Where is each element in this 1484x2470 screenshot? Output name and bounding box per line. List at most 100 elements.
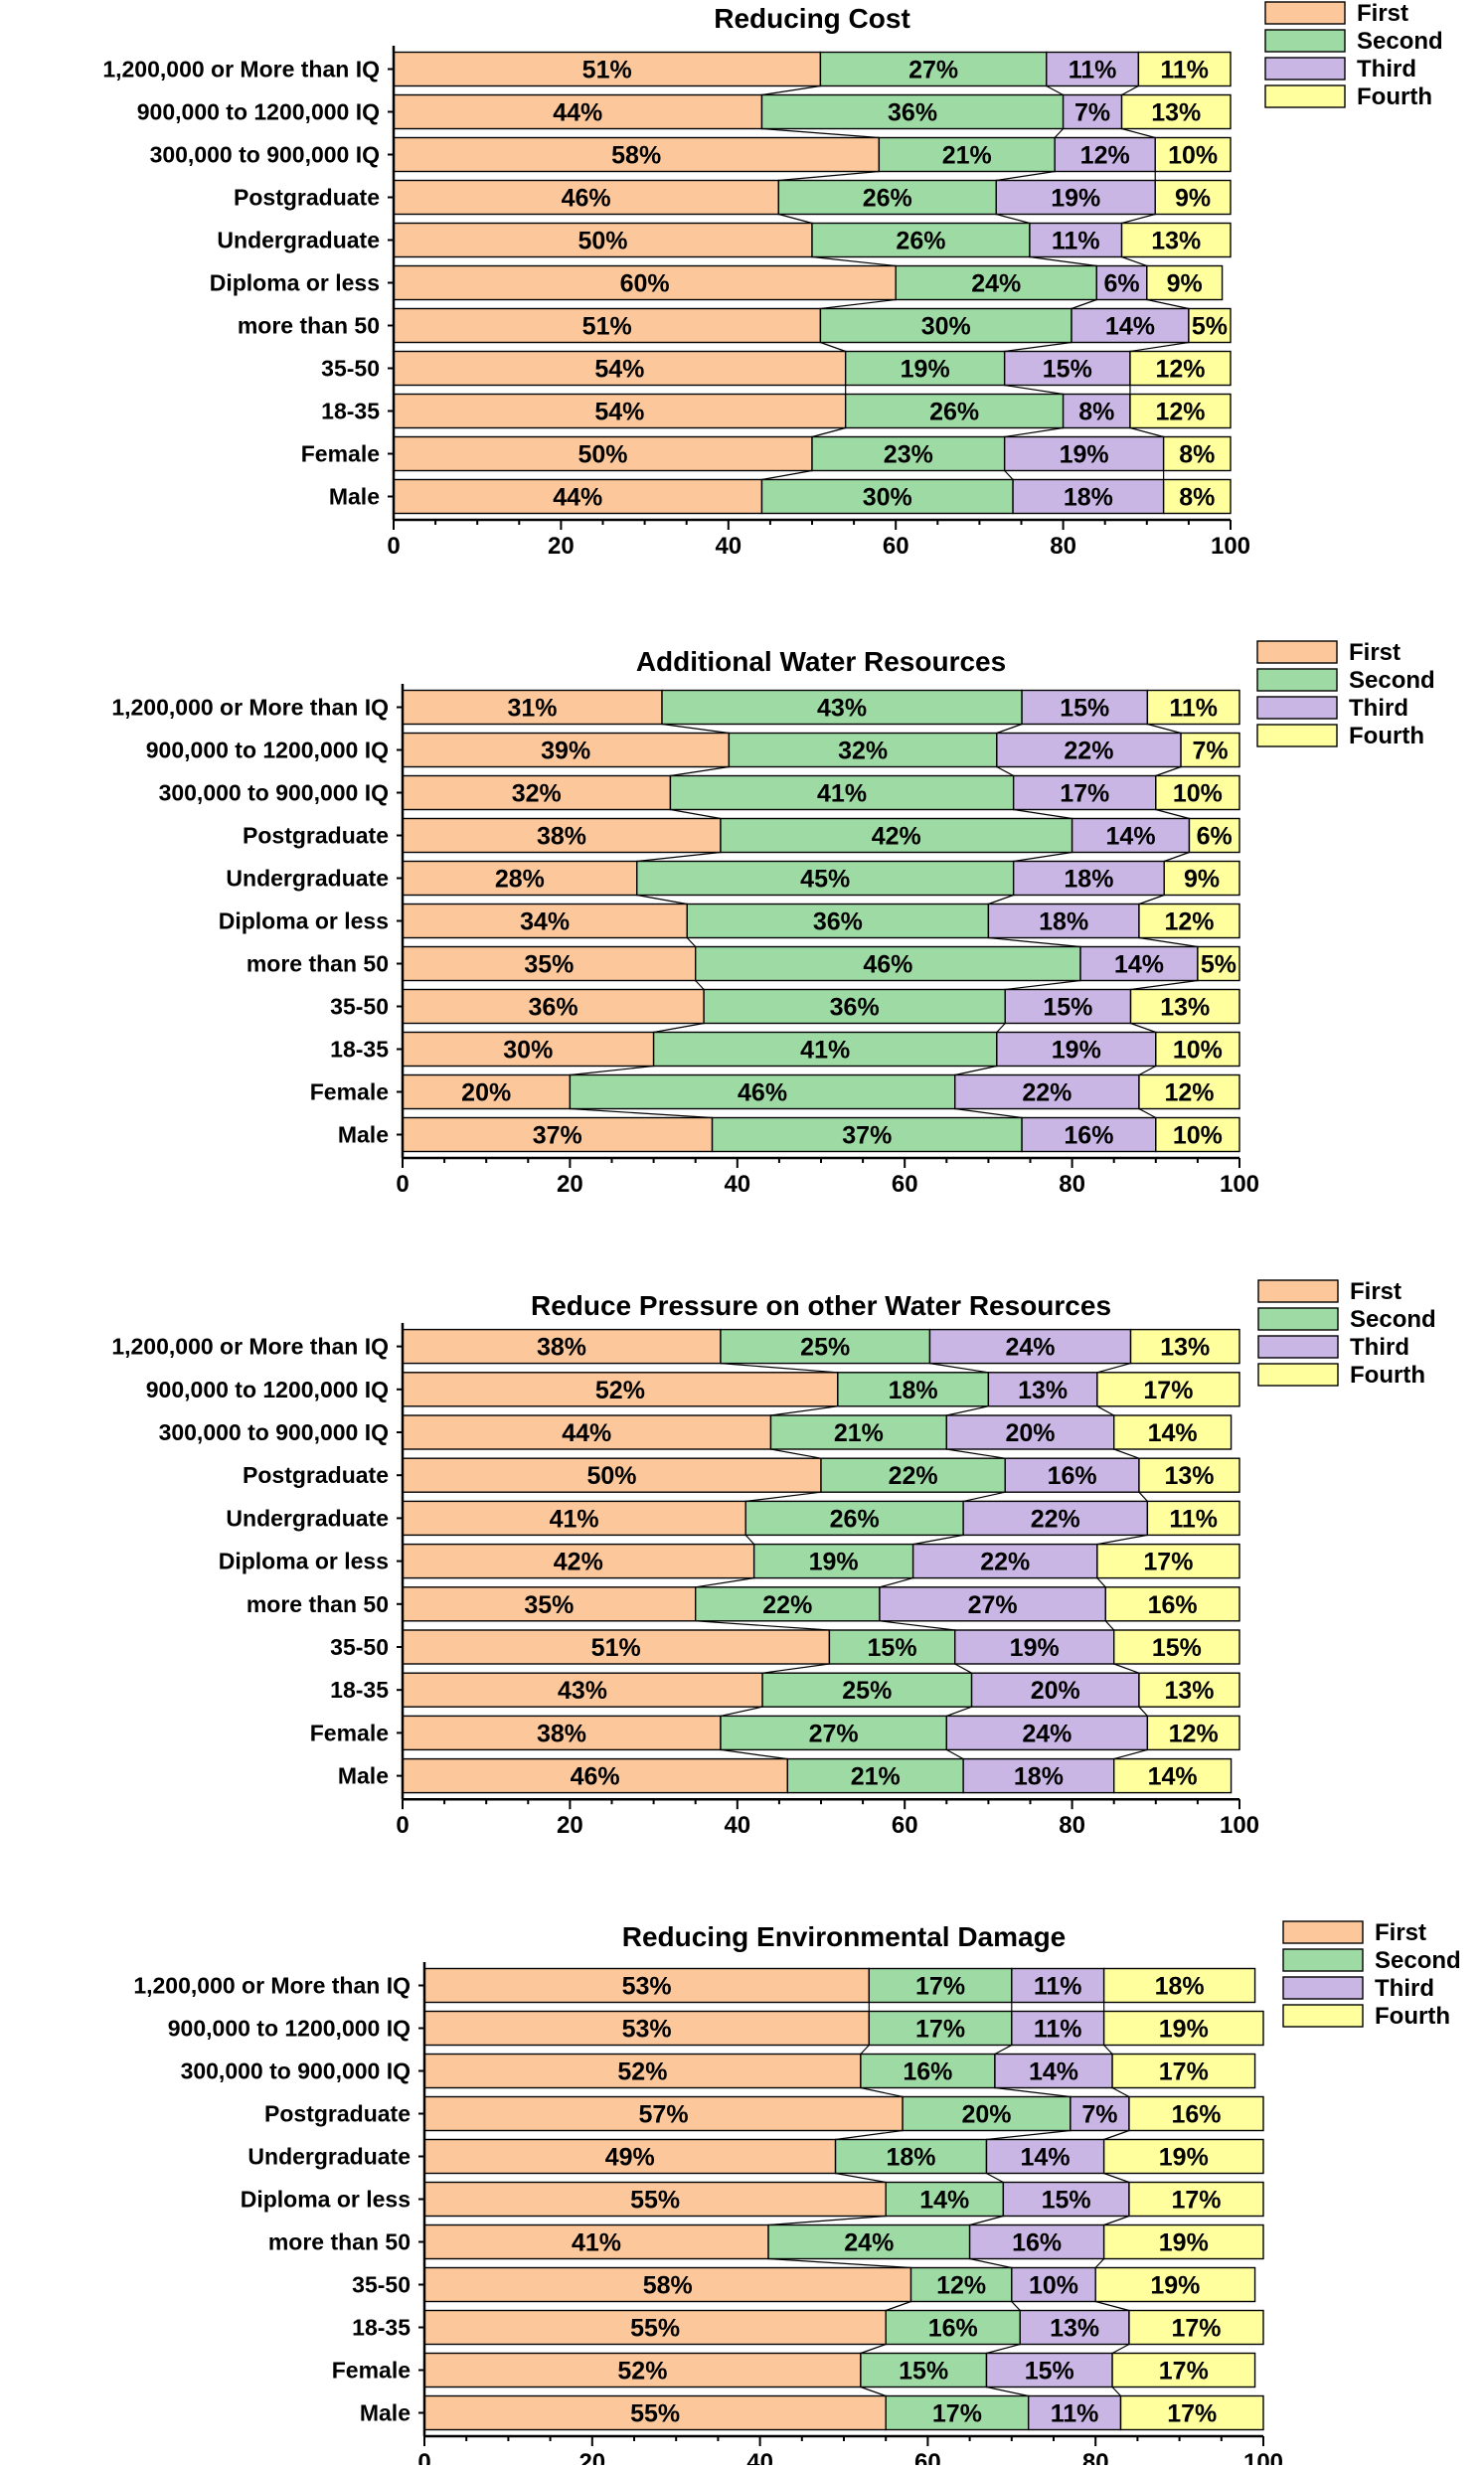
bar-segment-fourth [1138,903,1240,939]
bar-segment-second [834,2138,988,2175]
data-label: 46% [562,185,611,213]
data-label: 18% [886,2144,935,2172]
series-connector [1096,1363,1131,1374]
x-tick-label: 60 [892,1812,918,1839]
bar-segment-fourth [1120,93,1232,130]
data-label: 19% [809,1549,859,1576]
data-label: 11% [1169,695,1218,723]
data-label: 26% [863,185,912,213]
bar-segment-fourth [1146,1500,1240,1537]
data-label: 12% [1169,1720,1219,1747]
bar-segment-third [1079,945,1199,982]
bar-segment-third [1019,2309,1130,2346]
data-label: 11% [1160,57,1209,84]
bar-segment-fourth [1188,307,1232,344]
data-label: 25% [800,1334,850,1362]
series-connector [1113,1748,1148,1760]
bar-segment-first [402,1073,572,1110]
category-label: 35-50 [352,2272,411,2298]
data-label: 28% [495,866,545,894]
data-label: 10% [1029,2272,1078,2300]
series-connector [946,1405,989,1416]
bar-segment-third [996,732,1182,768]
data-label: 38% [537,1720,586,1747]
bar-segment-third [1004,1457,1140,1493]
series-connector [778,213,813,225]
category-label: 1,200,000 or More than IQ [111,695,389,721]
x-tick-label: 80 [1082,2449,1109,2465]
data-label: 14% [1021,2144,1071,2172]
legend-label: Fourth [1357,83,1432,110]
data-label: 24% [1005,1334,1055,1362]
bar-segment-first [402,1629,831,1665]
data-label: 22% [1064,738,1113,765]
bar-segment-second [661,689,1023,726]
bar-segment-third [1002,2181,1130,2218]
bar-segment-third [1011,1967,1105,2004]
series-connector [695,980,705,990]
category-label: 300,000 to 900,000 IQ [181,2058,411,2084]
series-connector [996,723,1023,735]
data-label: 15% [1043,994,1092,1022]
category-label: Postgraduate [243,823,389,849]
data-label: 36% [830,994,880,1022]
category-label: Female [310,1079,389,1105]
bar-segment-second [828,1629,956,1665]
bar-segment-second [819,51,1048,87]
data-label: 19% [1159,2229,1209,2257]
data-label: 21% [834,1419,884,1447]
bar-segment-second [844,350,1006,387]
bar-segment-fourth [1146,689,1240,726]
bar-segment-second [669,774,1015,811]
data-label: 14% [1148,1419,1198,1447]
data-label: 13% [1151,228,1201,255]
series-connector [720,1748,788,1760]
chart-title: Reduce Pressure on other Water Resources [531,1290,1111,1321]
legend-label: First [1349,639,1401,666]
bar-segment-first [423,2223,769,2260]
series-connector [1111,2343,1130,2355]
series-connector [1013,851,1072,863]
legend-swatch-second [1264,29,1346,53]
series-connector [954,1663,972,1674]
data-label: 24% [971,270,1021,298]
data-label: 10% [1173,780,1223,808]
chart-3: Reduce Pressure on other Water Resources… [111,1278,1435,1839]
bar-segment-second [569,1073,956,1110]
category-label: Undergraduate [247,2144,411,2170]
x-tick-label: 40 [715,533,742,560]
series-connector [1121,255,1148,267]
bar-segment-first [423,2266,912,2303]
category-label: 900,000 to 1200,000 IQ [146,738,389,763]
bar-segment-second [695,945,1081,982]
bar-segment-third [1054,136,1156,173]
series-connector [811,426,846,438]
x-tick-label: 100 [1211,533,1250,560]
category-label: 18-35 [330,1037,389,1063]
data-label: 11% [1034,1973,1082,2001]
data-label: 8% [1078,399,1114,426]
series-connector [1029,255,1097,267]
bar-segment-fourth [1112,1757,1233,1794]
series-connector [835,2129,904,2141]
data-label: 42% [872,823,921,851]
bar-segment-third [994,2053,1113,2089]
series-connector [996,765,1014,777]
data-label: 15% [868,1634,917,1662]
legend-label: Fourth [1350,1362,1425,1389]
data-label: 41% [550,1505,599,1533]
series-connector [1071,298,1097,310]
category-label: Diploma or less [210,270,380,296]
data-label: 17% [932,2400,982,2428]
data-label: 14% [1148,1763,1198,1791]
data-label: 5% [1192,313,1228,341]
data-label: 41% [817,780,867,808]
series-connector [1113,1448,1140,1459]
data-label: 16% [1064,1122,1113,1150]
series-connector [1138,1107,1157,1119]
x-tick-label: 0 [417,2449,430,2465]
data-label: 22% [762,1591,812,1619]
series-connector [885,2300,911,2312]
series-connector [1111,2387,1121,2396]
